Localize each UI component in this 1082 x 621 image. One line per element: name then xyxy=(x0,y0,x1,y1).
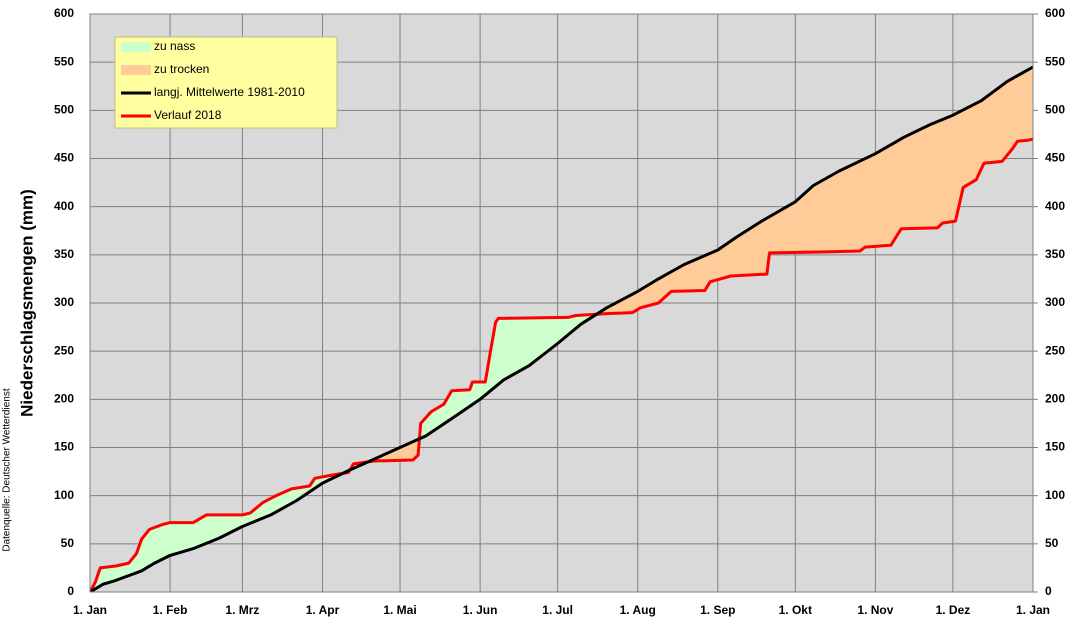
y2-tick-label: 100 xyxy=(1045,488,1065,502)
x-tick-label: 1. Mai xyxy=(383,603,416,617)
y2-tick-label: 600 xyxy=(1045,6,1065,20)
y-axis-label: Niederschlagsmengen (mm) xyxy=(17,189,36,417)
y-tick-label: 600 xyxy=(54,6,74,20)
legend-swatch xyxy=(121,42,151,52)
x-tick-label: 1. Feb xyxy=(153,603,188,617)
legend-box xyxy=(114,36,338,129)
x-tick-label: 1. Aug xyxy=(620,603,656,617)
legend-swatch xyxy=(121,65,151,75)
y2-tick-label: 250 xyxy=(1045,343,1065,357)
lines xyxy=(90,65,1033,592)
x-tick-label: 1. Sep xyxy=(700,603,735,617)
y-tick-label: 350 xyxy=(54,247,74,261)
grid xyxy=(89,13,1034,593)
legend-label: Verlauf 2018 xyxy=(154,108,222,122)
x-tick-label: 1. Dez xyxy=(936,603,971,617)
y2-tick-label: 400 xyxy=(1045,199,1065,213)
y2-tick-label: 300 xyxy=(1045,295,1065,309)
ticks: 0 50 100 150 200 250 300 350 400 450 500 550 600 0 50 1… xyxy=(54,6,1065,617)
x-tick-label: 1. Jan xyxy=(1016,603,1050,617)
y2-tick-label: 500 xyxy=(1045,103,1065,117)
y-tick-label: 400 xyxy=(54,199,74,213)
y-tick-label: 200 xyxy=(54,392,74,406)
series-line xyxy=(90,137,1033,592)
legend-label: zu trocken xyxy=(154,62,209,76)
y-tick-label: 500 xyxy=(54,103,74,117)
x-tick-label: 1. Jul xyxy=(542,603,573,617)
x-tick-label: 1. Jan xyxy=(73,603,107,617)
y-tick-label: 250 xyxy=(54,343,74,357)
legend-label: langj. Mittelwerte 1981-2010 xyxy=(154,85,305,99)
series-line xyxy=(90,65,1033,592)
y-tick-label: 50 xyxy=(61,536,75,550)
y2-tick-label: 50 xyxy=(1045,536,1059,550)
y2-tick-label: 450 xyxy=(1045,151,1065,165)
y-tick-label: 450 xyxy=(54,151,74,165)
x-tick-label: 1. Nov xyxy=(857,603,893,617)
source-note: Datenquelle: Deutscher Wetterdienst xyxy=(2,388,13,551)
x-tick-label: 1. Okt xyxy=(779,603,812,617)
y2-tick-label: 0 xyxy=(1045,584,1052,598)
y2-tick-label: 350 xyxy=(1045,247,1065,261)
y-tick-label: 300 xyxy=(54,295,74,309)
y-tick-label: 0 xyxy=(67,584,74,598)
y2-tick-label: 150 xyxy=(1045,440,1065,454)
y2-tick-label: 550 xyxy=(1045,54,1065,68)
x-tick-label: 1. Mrz xyxy=(225,603,259,617)
x-tick-label: 1. Jun xyxy=(463,603,498,617)
legend: zu nass zu trocken langj. Mittelwerte 1981… xyxy=(114,36,338,129)
y2-tick-label: 200 xyxy=(1045,392,1065,406)
y-tick-label: 550 xyxy=(54,54,74,68)
legend-label: zu nass xyxy=(154,39,195,53)
y-tick-label: 150 xyxy=(54,440,74,454)
y-tick-label: 100 xyxy=(54,488,74,502)
x-tick-label: 1. Apr xyxy=(306,603,340,617)
